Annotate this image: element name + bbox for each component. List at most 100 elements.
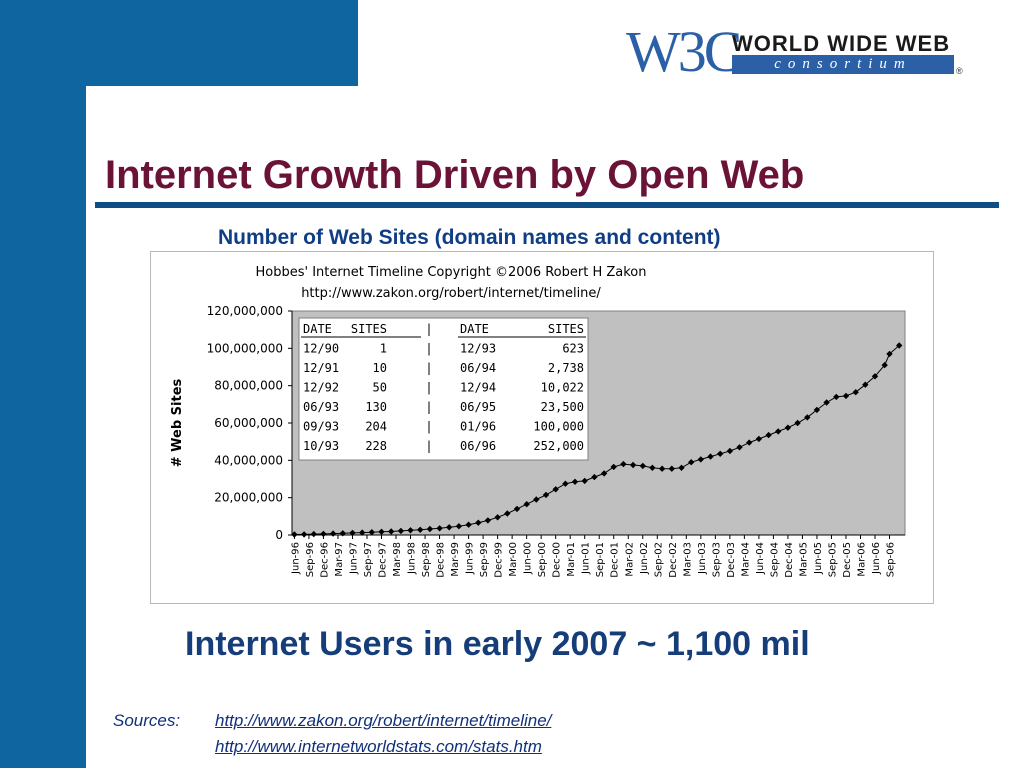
inset-table-cell: 10,022 (541, 381, 584, 395)
data-point (697, 456, 704, 463)
x-tick-label: Sep-03 (711, 542, 722, 577)
y-axis-label: # Web Sites (170, 378, 185, 467)
data-point (349, 529, 356, 537)
x-tick-label: Dec-97 (378, 542, 389, 578)
x-tick-label: Jun-00 (523, 542, 534, 575)
data-point (562, 480, 569, 487)
x-tick-label: Sep-02 (653, 542, 664, 577)
x-tick-label: Jun-06 (871, 542, 882, 575)
data-point (707, 453, 714, 460)
data-point (842, 392, 850, 400)
x-tick-label: Sep-04 (769, 542, 780, 577)
data-point (629, 461, 637, 469)
inset-table-cell: 06/93 (303, 400, 339, 414)
data-point (717, 450, 724, 457)
x-tick-label: Mar-97 (334, 542, 345, 577)
x-tick-label: Mar-02 (624, 542, 635, 577)
y-tick-label: 80,000,000 (214, 379, 283, 393)
data-point (726, 447, 734, 455)
inset-table-cell: 06/94 (460, 361, 496, 375)
data-point (823, 399, 830, 406)
decor-corner (86, 86, 136, 136)
x-tick-label: Dec-05 (842, 542, 853, 578)
y-tick-label: 0 (275, 528, 283, 542)
inset-table-cell: 50 (373, 381, 387, 395)
data-point (571, 478, 579, 485)
inset-table-cell: 12/91 (303, 361, 339, 375)
source-link-zakon[interactable]: http://www.zakon.org/robert/internet/tim… (215, 711, 552, 730)
data-point (600, 470, 608, 477)
x-tick-label: Mar-99 (450, 542, 461, 577)
x-tick-label: Mar-01 (566, 542, 577, 577)
data-point (378, 528, 385, 535)
inset-table-cell: 09/93 (303, 420, 339, 434)
x-tick-label: Jun-05 (813, 542, 824, 575)
w3c-logo: W3C WORLD WIDE WEB consortium ® (626, 23, 966, 81)
data-point (513, 505, 521, 513)
internet-users-statement: Internet Users in early 2007 ~ 1,100 mil (185, 625, 810, 663)
inset-table-cell: 10/93 (303, 439, 339, 453)
data-point (784, 424, 792, 431)
data-point (765, 431, 772, 439)
data-point (886, 350, 893, 358)
inset-table-cell: 2,738 (548, 361, 584, 375)
series-line (294, 345, 900, 535)
inset-table-cell: | (425, 400, 432, 414)
y-tick-label: 20,000,000 (214, 491, 283, 505)
data-point (426, 525, 434, 533)
data-point (896, 342, 903, 349)
x-tick-label: Sep-96 (305, 542, 316, 577)
x-tick-label: Sep-06 (886, 542, 897, 577)
data-point (833, 393, 840, 401)
chart-heading: Number of Web Sites (domain names and co… (218, 226, 721, 249)
source-link-internetworldstats[interactable]: http://www.internetworldstats.com/stats.… (215, 737, 542, 756)
x-tick-label: Dec-04 (784, 542, 795, 578)
data-point (291, 531, 298, 538)
x-tick-label: Sep-05 (827, 542, 838, 577)
w3c-logo-line1: WORLD WIDE WEB (732, 31, 951, 56)
x-tick-label: Mar-98 (392, 542, 403, 577)
x-tick-label: Jun-97 (348, 542, 359, 575)
x-tick-label: Sep-98 (421, 542, 432, 577)
inset-table-cell: | (425, 381, 432, 395)
inset-table-cell: 1 (380, 342, 387, 356)
data-point (591, 473, 598, 481)
x-tick-label: Jun-03 (697, 542, 708, 575)
inset-table-cell: 01/96 (460, 420, 496, 434)
x-tick-label: Jun-01 (581, 542, 592, 575)
x-tick-label: Jun-98 (407, 542, 418, 575)
x-tick-label: Dec-02 (668, 542, 679, 578)
inset-table-cell: 12/94 (460, 381, 496, 395)
x-tick-label: Dec-96 (319, 542, 330, 578)
data-point (881, 361, 888, 369)
top-decor-band (0, 0, 358, 86)
data-point (300, 531, 308, 538)
w3c-logo-line2: consortium (732, 55, 954, 74)
y-tick-label: 100,000,000 (207, 341, 283, 355)
data-point (388, 528, 395, 535)
inset-table-header: | (425, 322, 432, 336)
x-tick-label: Mar-03 (682, 542, 693, 577)
inset-table-cell: 06/95 (460, 400, 496, 414)
inset-table-cell: 12/93 (460, 342, 496, 356)
y-tick-label: 60,000,000 (214, 416, 283, 430)
inset-table-cell: | (425, 342, 432, 356)
data-point (746, 439, 753, 446)
sources-label: Sources: (113, 711, 181, 730)
data-point (329, 530, 337, 537)
inset-table-cell: 204 (365, 420, 387, 434)
data-point (359, 529, 366, 536)
data-point (813, 406, 821, 414)
x-tick-label: Dec-03 (726, 542, 737, 578)
inset-table-cell: 10 (373, 361, 387, 375)
data-point (775, 428, 782, 435)
x-tick-label: Sep-00 (537, 542, 548, 577)
x-tick-label: Dec-01 (610, 542, 621, 578)
data-point (755, 435, 763, 443)
registered-mark: ® (956, 66, 963, 76)
inset-table-cell: 130 (365, 400, 387, 414)
x-tick-label: Sep-01 (595, 542, 606, 577)
inset-table-cell: | (425, 420, 432, 434)
left-decor-band (0, 0, 86, 768)
inset-table-cell: 12/92 (303, 381, 339, 395)
